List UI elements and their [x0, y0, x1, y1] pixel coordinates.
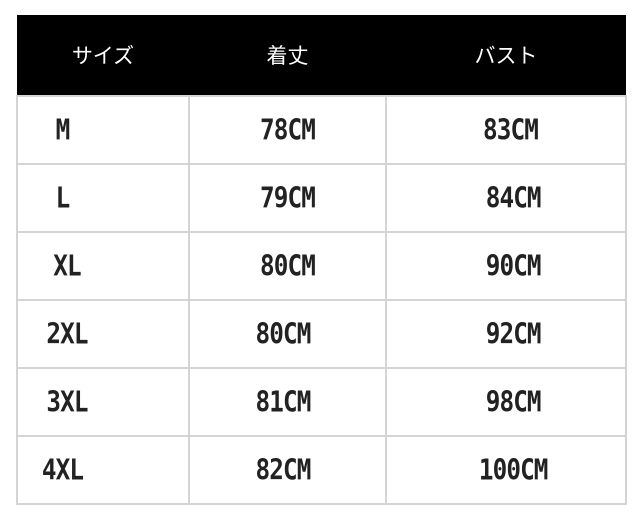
bust-cell: 100CM [397, 435, 615, 505]
table-row: M 78CM 83CM [17, 95, 626, 165]
size-cell: L [24, 163, 182, 233]
size-cell-text: M [55, 113, 71, 147]
length-cell-text: 80CM [260, 249, 316, 283]
size-cell: 3XL [24, 367, 182, 437]
header-row: サイズ 着丈 バスト [17, 15, 626, 96]
size-cell-text: 3XL [46, 385, 88, 419]
bust-cell: 83CM [397, 95, 615, 165]
length-cell: 78CM [197, 95, 378, 165]
header-length: 着丈 [189, 15, 386, 96]
bust-cell: 92CM [397, 299, 615, 369]
length-cell-text: 82CM [255, 453, 312, 487]
bust-cell-text: 92CM [485, 317, 542, 351]
length-cell-text: 81CM [255, 385, 312, 419]
header-bust: バスト [386, 15, 626, 96]
length-cell: 82CM [197, 435, 378, 505]
size-cell: 2XL [24, 299, 182, 369]
size-cell: XL [24, 231, 182, 301]
bust-cell-text: 100CM [478, 453, 549, 487]
length-cell: 80CM [197, 231, 378, 301]
size-cell-text: 2XL [46, 317, 88, 351]
table-row: L 79CM 84CM [17, 163, 626, 233]
table-row: 3XL 81CM 98CM [17, 367, 626, 437]
bust-cell-text: 83CM [483, 113, 539, 147]
size-cell-text: XL [53, 249, 81, 283]
length-cell-text: 80CM [255, 317, 312, 351]
table-row: 2XL 80CM 92CM [17, 299, 626, 369]
bust-cell-text: 90CM [485, 249, 542, 283]
header-size: サイズ [17, 15, 189, 96]
bust-cell-text: 98CM [485, 385, 542, 419]
length-cell: 79CM [197, 163, 378, 233]
length-cell-text: 78CM [260, 113, 316, 147]
bust-cell: 90CM [397, 231, 615, 301]
length-cell: 81CM [197, 367, 378, 437]
size-cell-text: 4XL [41, 453, 84, 487]
bust-cell: 98CM [397, 367, 615, 437]
size-cell-text: L [55, 181, 71, 215]
size-chart-table: サイズ 着丈 バスト M 78CM 83CM L 79CM 84CM XL 80CM 90CM 2… [16, 15, 627, 505]
table-row: XL 80CM 90CM [17, 231, 626, 301]
bust-cell-text: 84CM [485, 181, 542, 215]
table-row: 4XL 82CM 100CM [17, 435, 626, 505]
size-cell: 4XL [24, 435, 182, 505]
bust-cell: 84CM [397, 163, 615, 233]
length-cell-text: 79CM [260, 181, 316, 215]
length-cell: 80CM [197, 299, 378, 369]
size-cell: M [24, 95, 182, 165]
